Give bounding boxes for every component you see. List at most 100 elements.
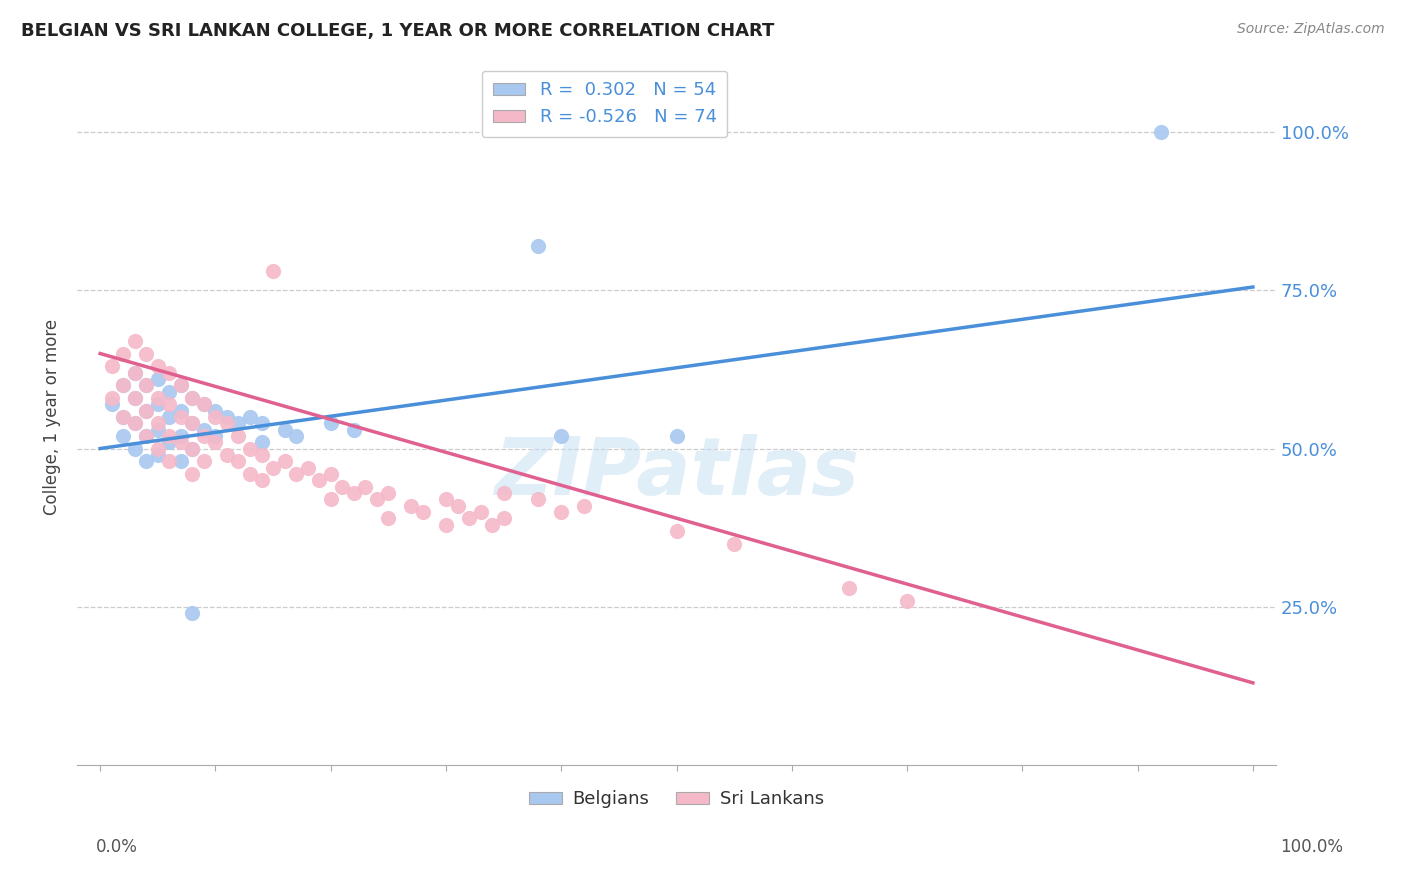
Text: BELGIAN VS SRI LANKAN COLLEGE, 1 YEAR OR MORE CORRELATION CHART: BELGIAN VS SRI LANKAN COLLEGE, 1 YEAR OR…: [21, 22, 775, 40]
Point: [723, 536, 745, 550]
Point: [146, 448, 169, 462]
Point: [193, 397, 215, 411]
Point: [239, 409, 262, 424]
Point: [550, 505, 572, 519]
Point: [100, 391, 122, 405]
Point: [112, 409, 135, 424]
Point: [665, 524, 688, 538]
Point: [492, 486, 515, 500]
Point: [550, 429, 572, 443]
Point: [146, 423, 169, 437]
Point: [157, 366, 180, 380]
Point: [239, 442, 262, 456]
Point: [181, 442, 204, 456]
Point: [170, 403, 193, 417]
Point: [574, 499, 596, 513]
Point: [170, 409, 193, 424]
Point: [135, 346, 157, 360]
Point: [181, 467, 204, 481]
Point: [319, 416, 342, 430]
Point: [319, 492, 342, 507]
Point: [228, 429, 250, 443]
Point: [434, 492, 457, 507]
Point: [124, 334, 146, 348]
Point: [146, 372, 169, 386]
Point: [297, 460, 319, 475]
Point: [112, 378, 135, 392]
Point: [124, 391, 146, 405]
Point: [250, 448, 273, 462]
Point: [838, 581, 860, 595]
Y-axis label: College, 1 year or more: College, 1 year or more: [44, 318, 60, 515]
Point: [665, 429, 688, 443]
Point: [896, 593, 918, 607]
Point: [330, 479, 353, 493]
Point: [377, 486, 399, 500]
Point: [135, 403, 157, 417]
Point: [285, 467, 308, 481]
Text: 0.0%: 0.0%: [96, 838, 138, 855]
Point: [170, 378, 193, 392]
Point: [135, 429, 157, 443]
Point: [135, 454, 157, 468]
Point: [204, 429, 226, 443]
Point: [262, 460, 284, 475]
Point: [112, 346, 135, 360]
Point: [157, 397, 180, 411]
Point: [285, 429, 308, 443]
Point: [193, 423, 215, 437]
Point: [492, 511, 515, 525]
Point: [343, 486, 366, 500]
Point: [193, 397, 215, 411]
Point: [204, 435, 226, 450]
Point: [377, 511, 399, 525]
Point: [193, 454, 215, 468]
Point: [124, 442, 146, 456]
Point: [157, 384, 180, 399]
Point: [412, 505, 434, 519]
Point: [124, 366, 146, 380]
Point: [157, 429, 180, 443]
Point: [100, 359, 122, 374]
Point: [319, 467, 342, 481]
Point: [146, 397, 169, 411]
Point: [135, 378, 157, 392]
Point: [481, 517, 503, 532]
Point: [170, 429, 193, 443]
Point: [112, 409, 135, 424]
Point: [124, 416, 146, 430]
Text: ZIPatlas: ZIPatlas: [494, 434, 859, 512]
Point: [170, 454, 193, 468]
Point: [228, 416, 250, 430]
Point: [273, 454, 295, 468]
Point: [273, 423, 295, 437]
Point: [239, 467, 262, 481]
Point: [112, 429, 135, 443]
Point: [228, 454, 250, 468]
Point: [124, 366, 146, 380]
Point: [250, 473, 273, 487]
Point: [170, 378, 193, 392]
Point: [157, 409, 180, 424]
Point: [470, 505, 492, 519]
Legend: Belgians, Sri Lankans: Belgians, Sri Lankans: [522, 783, 831, 815]
Point: [204, 403, 226, 417]
Point: [157, 435, 180, 450]
Text: Source: ZipAtlas.com: Source: ZipAtlas.com: [1237, 22, 1385, 37]
Point: [124, 416, 146, 430]
Text: 100.0%: 100.0%: [1279, 838, 1343, 855]
Point: [146, 442, 169, 456]
Point: [181, 606, 204, 620]
Point: [215, 448, 238, 462]
Point: [458, 511, 481, 525]
Point: [250, 435, 273, 450]
Point: [434, 517, 457, 532]
Point: [354, 479, 377, 493]
Point: [170, 435, 193, 450]
Point: [250, 416, 273, 430]
Point: [181, 442, 204, 456]
Point: [100, 397, 122, 411]
Point: [1150, 125, 1173, 139]
Point: [343, 423, 366, 437]
Point: [157, 454, 180, 468]
